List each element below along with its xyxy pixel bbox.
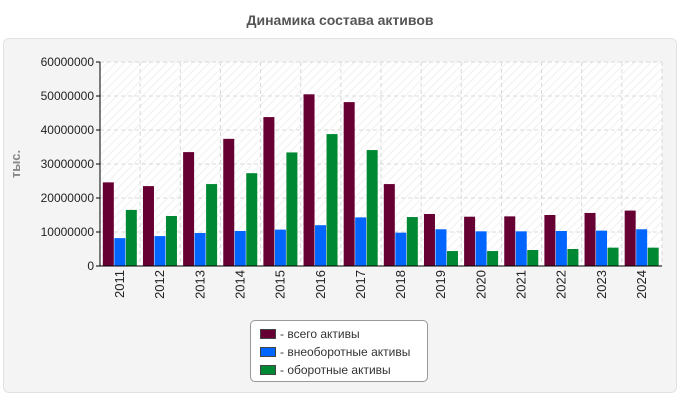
x-tick-label: 2020 [473,270,488,299]
legend-label-current: - оборотные активы [280,363,391,377]
bar-2019-series-2 [446,251,458,266]
bar-2020-series-2 [487,251,499,266]
bar-2013-series-1 [194,233,206,266]
bar-2023-series-1 [596,230,608,266]
y-tick-label: 60000000 [41,55,95,69]
y-tick-labels: 0 10000000 20000000 30000000 40000000 5000000… [41,55,95,273]
legend-swatch-total [260,329,276,339]
legend-label-noncurrent: - внеоборотные активы [280,345,411,359]
bar-2017-series-1 [355,217,367,266]
bar-2019-series-1 [435,229,447,266]
bar-2016-series-1 [315,225,327,266]
bar-2014-series-0 [223,138,235,266]
bar-2012-series-2 [165,216,177,266]
x-tick-label: 2012 [152,270,167,299]
x-tick-labels: 2011 2012 2013 2014 2015 2016 2017 2018 2019 2020… [112,270,649,299]
bar-2022-series-0 [544,215,556,266]
bar-2015-series-0 [263,117,275,266]
bar-2021-series-2 [527,250,539,266]
bar-2011-series-1 [114,238,126,266]
bar-2016-series-2 [326,134,338,266]
bar-2022-series-2 [567,249,579,266]
bar-2018-series-2 [406,217,418,266]
y-axis-label: тыс. [8,150,23,178]
bar-2022-series-1 [555,230,567,266]
axes [96,61,662,267]
bar-2013-series-2 [206,184,218,266]
bar-2015-series-2 [286,152,298,266]
x-tick-label: 2015 [273,270,288,299]
legend-label-total: - всего активы [280,327,360,341]
legend-item-current: - оборотные активы [260,361,427,379]
y-tick-label: 0 [87,259,94,273]
bars [102,94,659,267]
y-tick-label: 50000000 [41,89,95,103]
bar-2016-series-0 [303,94,315,266]
bar-2012-series-1 [154,236,166,266]
bar-2024-series-0 [624,210,636,266]
bar-2012-series-0 [142,186,154,266]
bar-2013-series-0 [183,152,195,266]
x-tick-label: 2011 [112,270,127,298]
bar-2020-series-0 [464,216,476,266]
bar-2023-series-0 [584,212,596,266]
bar-2020-series-1 [475,231,487,266]
x-tick-label: 2016 [313,270,328,299]
x-tick-label: 2024 [634,270,649,299]
bar-2018-series-1 [395,232,407,266]
bar-2023-series-2 [607,247,619,266]
bar-2011-series-2 [125,209,137,266]
bar-2014-series-2 [246,173,258,266]
legend: - всего активы - внеоборотные активы - о… [250,320,428,382]
chart-title: Динамика состава активов [246,12,434,28]
legend-item-total: - всего активы [260,325,427,343]
legend-item-noncurrent: - внеоборотные активы [260,343,427,361]
x-tick-label: 2018 [393,270,408,299]
legend-swatch-current [260,365,276,375]
bar-2019-series-0 [423,213,435,266]
x-tick-label: 2017 [353,270,368,299]
y-tick-label: 10000000 [41,225,95,239]
x-tick-label: 2023 [594,270,609,299]
bar-2021-series-0 [504,216,516,266]
bar-2015-series-1 [274,229,286,266]
x-tick-label: 2022 [554,270,569,299]
x-tick-label: 2014 [233,270,248,299]
y-tick-label: 30000000 [41,157,95,171]
x-tick-label: 2021 [514,270,529,299]
bar-2024-series-1 [636,229,648,266]
bar-2018-series-0 [383,184,395,266]
bar-2024-series-2 [647,247,659,266]
x-tick-label: 2019 [433,270,448,299]
bar-2014-series-1 [234,230,246,266]
x-tick-label: 2013 [192,270,207,299]
bar-2021-series-1 [515,231,527,266]
bar-2017-series-2 [366,150,378,266]
y-tick-label: 40000000 [41,123,95,137]
bar-2011-series-0 [102,182,114,266]
legend-swatch-noncurrent [260,347,276,357]
bar-2017-series-0 [343,102,355,267]
y-tick-label: 20000000 [41,191,95,205]
